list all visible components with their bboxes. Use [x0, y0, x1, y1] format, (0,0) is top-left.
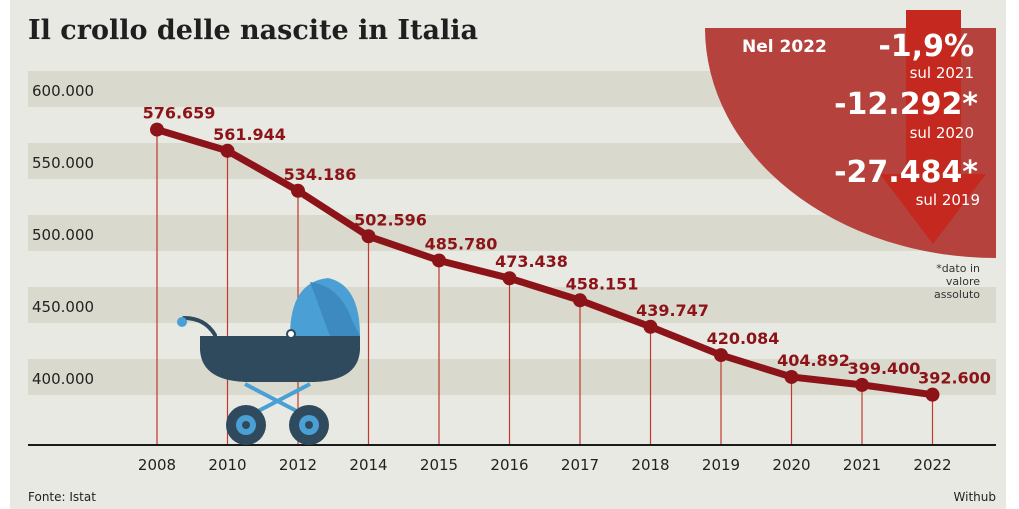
- data-point: [643, 319, 658, 334]
- data-point: [150, 122, 164, 137]
- note-line-2: valore: [946, 275, 980, 288]
- baby-pram-icon: [177, 278, 360, 445]
- grid-band: [28, 215, 996, 251]
- highlight-caption-2: sul 2020: [910, 124, 974, 142]
- data-label: 420.084: [707, 329, 780, 348]
- x-tick-label: 2019: [702, 456, 740, 474]
- x-tick-label: 2010: [208, 456, 246, 474]
- data-point: [573, 293, 587, 308]
- x-tick-label: 2014: [349, 456, 387, 474]
- data-point: [855, 377, 869, 392]
- highlight-value-3: -27.484*: [834, 155, 978, 190]
- data-label: 392.600: [918, 369, 991, 388]
- grid-band: [28, 287, 996, 323]
- data-label: 399.400: [848, 359, 921, 378]
- x-tick-label: 2020: [772, 456, 810, 474]
- source-text: Fonte: Istat: [28, 490, 96, 504]
- highlight-label: Nel 2022: [742, 37, 827, 57]
- data-label: 561.944: [213, 125, 286, 144]
- y-tick-label: 600.000: [32, 82, 94, 100]
- credit-text: Withub: [954, 490, 996, 504]
- grid-band: [28, 359, 996, 395]
- x-tick-label: 2018: [631, 456, 669, 474]
- note-line-1: *dato in: [936, 262, 980, 275]
- data-point: [714, 348, 728, 363]
- y-axis: 400.000 450.000 500.000 550.000 600.000: [32, 82, 94, 388]
- data-label: 404.892: [777, 351, 850, 370]
- data-point: [925, 387, 940, 402]
- data-label: 502.596: [354, 210, 427, 229]
- data-points: [150, 122, 940, 402]
- x-tick-label: 2021: [843, 456, 881, 474]
- arrow-down-icon: [880, 10, 986, 244]
- chart-title: Il crollo delle nascite in Italia: [28, 15, 478, 46]
- birth-chart: Nel 2022 -1,9% sul 2021 -12.292* sul 202…: [28, 10, 996, 504]
- y-tick-label: 450.000: [32, 298, 94, 316]
- data-point: [502, 271, 517, 286]
- data-label: 576.659: [143, 104, 216, 123]
- x-tick-label: 2012: [279, 456, 317, 474]
- highlight-caption-1: sul 2021: [910, 64, 974, 82]
- x-tick-label: 2016: [490, 456, 528, 474]
- note-line-3: assoluto: [934, 288, 980, 301]
- chart-frame: Nel 2022 -1,9% sul 2021 -12.292* sul 202…: [10, 0, 1006, 509]
- data-labels: 576.659 561.944 534.186 502.596 485.780473.4…: [143, 104, 991, 388]
- x-tick-label: 2008: [138, 456, 176, 474]
- data-point: [361, 229, 376, 244]
- data-point: [432, 253, 446, 268]
- data-point: [220, 143, 235, 158]
- data-label: 439.747: [636, 301, 709, 320]
- x-tick-label: 2022: [913, 456, 951, 474]
- highlight-caption-3: sul 2019: [916, 191, 980, 209]
- highlight-value-1: -1,9%: [878, 29, 974, 64]
- data-point: [784, 369, 799, 384]
- y-tick-label: 500.000: [32, 226, 94, 244]
- x-tick-label: 2015: [420, 456, 458, 474]
- x-axis: 2008 2010 2012 2014 2015 2016 2017 2018 2019 2020…: [138, 456, 952, 474]
- x-tick-label: 2017: [561, 456, 599, 474]
- y-tick-label: 550.000: [32, 154, 94, 172]
- data-point: [291, 183, 305, 198]
- data-label: 473.438: [495, 252, 568, 271]
- highlight-box: Nel 2022 -1,9% sul 2021 -12.292* sul 202…: [705, 10, 996, 301]
- highlight-value-2: -12.292*: [834, 87, 978, 122]
- series-line: [153, 126, 936, 399]
- y-tick-label: 400.000: [32, 370, 94, 388]
- data-label: 485.780: [425, 234, 498, 253]
- data-label: 458.151: [566, 274, 639, 293]
- data-label: 534.186: [284, 165, 357, 184]
